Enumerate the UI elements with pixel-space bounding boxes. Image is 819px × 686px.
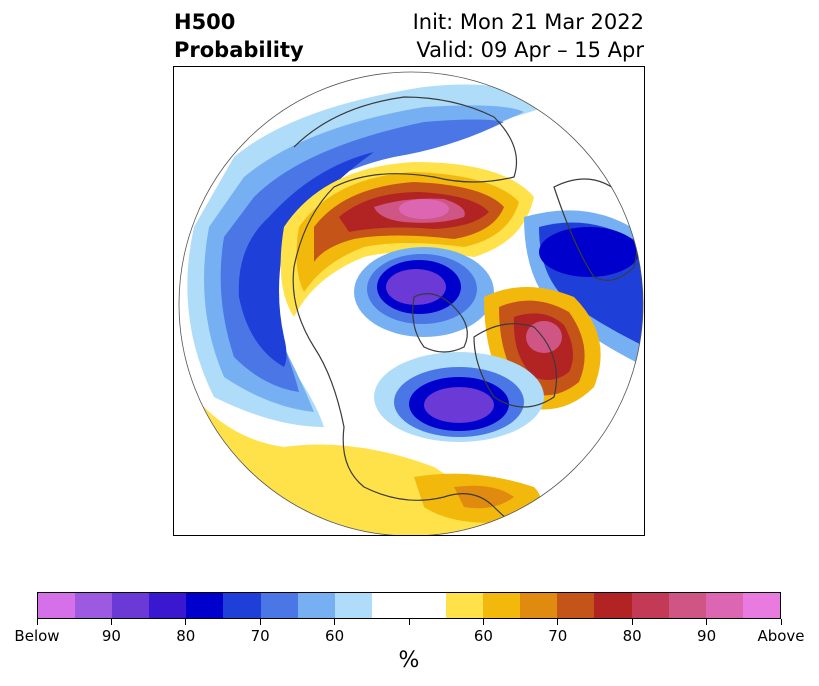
colorbar-swatch <box>38 593 76 618</box>
colorbar-tick-label: 80 <box>176 627 196 645</box>
colorbar-tick <box>185 619 187 625</box>
colorbar-swatch <box>186 593 224 618</box>
colorbar-tick-label: 70 <box>250 627 270 645</box>
colorbar-tick-label: 90 <box>697 627 717 645</box>
forecast-dates: Init: Mon 21 Mar 2022 Valid: 09 Apr – 15… <box>413 8 644 64</box>
valid-range: Valid: 09 Apr – 15 Apr <box>416 38 644 62</box>
colorbar-tick-label: 80 <box>622 627 642 645</box>
colorbar-unit: % <box>398 648 420 673</box>
colorbar-swatch <box>408 593 447 618</box>
colorbar-tick-label: Above <box>757 627 805 645</box>
colorbar-tick <box>259 619 261 625</box>
chart-title: H500 Probability <box>174 8 304 64</box>
colorbar-tick-label: 90 <box>101 627 121 645</box>
colorbar-tick <box>110 619 112 625</box>
colorbar-tick-label: 60 <box>473 627 493 645</box>
colorbar-swatch <box>631 593 669 618</box>
colorbar-swatch <box>594 593 632 618</box>
colorbar-swatch <box>334 593 372 618</box>
colorbar-swatch <box>742 593 780 618</box>
colorbar-swatch <box>260 593 298 618</box>
colorbar-swatch <box>223 593 261 618</box>
colorbar-swatch <box>705 593 743 618</box>
colorbar-tick <box>334 619 336 625</box>
colorbar-tick <box>557 619 559 625</box>
probability-map <box>173 66 645 536</box>
map-canvas <box>178 71 644 535</box>
colorbar-tick <box>780 619 782 625</box>
colorbar-tick-label: 60 <box>325 627 345 645</box>
coastlines <box>292 96 638 535</box>
colorbar-swatch <box>557 593 595 618</box>
title-line-1: H500 <box>174 10 236 34</box>
colorbar-tick <box>482 619 484 625</box>
colorbar-swatch <box>371 593 409 618</box>
init-date: Init: Mon 21 Mar 2022 <box>412 10 644 34</box>
colorbar-tick <box>706 619 708 625</box>
colorbar-swatch <box>297 593 335 618</box>
colorbar-tick-label: 70 <box>548 627 568 645</box>
colorbar-swatch <box>149 593 187 618</box>
colorbar-swatch <box>75 593 113 618</box>
colorbar-swatch <box>483 593 521 618</box>
colorbar-swatch <box>668 593 706 618</box>
colorbar-tick <box>36 619 38 625</box>
colorbar-tick <box>631 619 633 625</box>
colorbar-swatch <box>112 593 150 618</box>
colorbar-swatch <box>520 593 558 618</box>
colorbar-swatch <box>446 593 484 618</box>
colorbar-tick <box>408 619 410 625</box>
colorbar-tick-label: Below <box>14 627 60 645</box>
title-line-2: Probability <box>174 38 304 62</box>
anomaly-fields <box>179 72 643 535</box>
colorbar <box>37 592 781 619</box>
